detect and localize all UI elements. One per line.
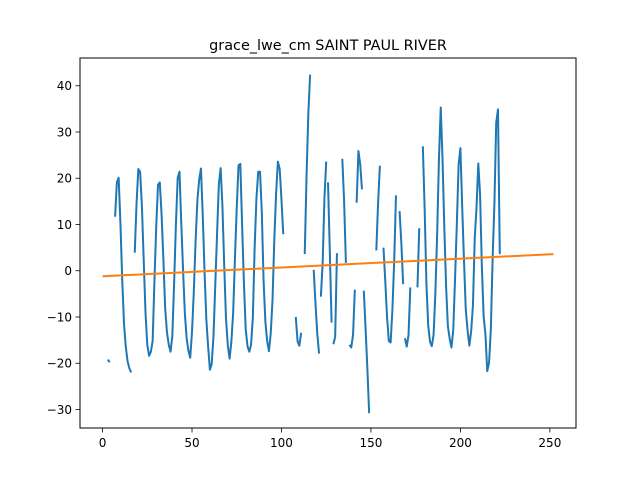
y-tick-label: −30 xyxy=(47,403,72,417)
y-tick-label: 30 xyxy=(57,125,72,139)
x-tick-label: 0 xyxy=(99,436,107,450)
x-tick-label: 50 xyxy=(184,436,199,450)
y-tick-label: 20 xyxy=(57,172,72,186)
chart-title: grace_lwe_cm SAINT PAUL RIVER xyxy=(209,38,447,54)
y-tick-label: 0 xyxy=(64,264,72,278)
y-tick-label: −10 xyxy=(47,310,72,324)
y-tick-label: −20 xyxy=(47,357,72,371)
y-tick-label: 10 xyxy=(57,218,72,232)
x-tick-label: 150 xyxy=(359,436,382,450)
y-tick-label: 40 xyxy=(57,79,72,93)
x-tick-label: 250 xyxy=(538,436,561,450)
x-tick-label: 100 xyxy=(270,436,293,450)
x-tick-label: 200 xyxy=(449,436,472,450)
